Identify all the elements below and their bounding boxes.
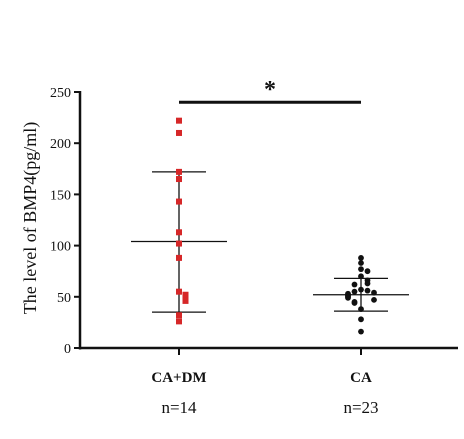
significance-star: * bbox=[264, 77, 276, 103]
data-point bbox=[371, 296, 377, 303]
y-ticks: 0 50 100 150 200 250 bbox=[50, 86, 80, 357]
data-groups bbox=[131, 117, 409, 335]
data-point bbox=[358, 328, 364, 335]
data-point bbox=[176, 168, 182, 175]
data-point bbox=[345, 294, 351, 301]
data-point bbox=[176, 254, 182, 261]
data-point bbox=[358, 306, 364, 312]
data-point bbox=[182, 293, 189, 300]
data-point bbox=[176, 198, 182, 205]
group-1 bbox=[313, 254, 409, 335]
y-tick-label: 100 bbox=[50, 240, 71, 255]
data-point bbox=[364, 287, 371, 294]
x-category-labels: CA+DM n=14 CA n=23 bbox=[151, 348, 379, 417]
data-point bbox=[176, 240, 182, 247]
data-point bbox=[358, 273, 364, 280]
data-point bbox=[176, 176, 182, 183]
data-point bbox=[176, 229, 182, 236]
data-point bbox=[358, 254, 364, 261]
data-point bbox=[351, 300, 358, 306]
data-point bbox=[351, 288, 358, 295]
data-point bbox=[182, 297, 189, 304]
y-tick-label: 150 bbox=[50, 188, 71, 203]
data-point bbox=[364, 268, 371, 275]
significance-annotation: * bbox=[179, 77, 361, 104]
sample-size-label: n=14 bbox=[161, 398, 197, 417]
data-point bbox=[176, 117, 182, 124]
data-point bbox=[364, 280, 371, 287]
group-0 bbox=[131, 117, 227, 325]
data-point bbox=[358, 316, 364, 323]
category-label: CA+DM bbox=[151, 370, 206, 386]
y-tick-label: 200 bbox=[50, 137, 71, 152]
data-point bbox=[176, 312, 182, 319]
y-tick-label: 250 bbox=[50, 86, 71, 101]
y-tick-label: 0 bbox=[64, 342, 71, 357]
data-point bbox=[358, 286, 364, 293]
data-point bbox=[176, 318, 182, 325]
category-label: CA bbox=[350, 370, 372, 386]
y-tick-label: 50 bbox=[57, 291, 71, 306]
data-point bbox=[176, 288, 182, 295]
axes bbox=[78, 91, 458, 350]
data-point bbox=[351, 281, 358, 288]
data-point bbox=[176, 129, 182, 136]
sample-size-label: n=23 bbox=[343, 398, 378, 417]
y-axis-label: The level of BMP4(pg/ml) bbox=[20, 122, 41, 314]
data-point bbox=[358, 260, 364, 266]
data-point bbox=[358, 266, 364, 273]
data-point bbox=[371, 289, 377, 296]
